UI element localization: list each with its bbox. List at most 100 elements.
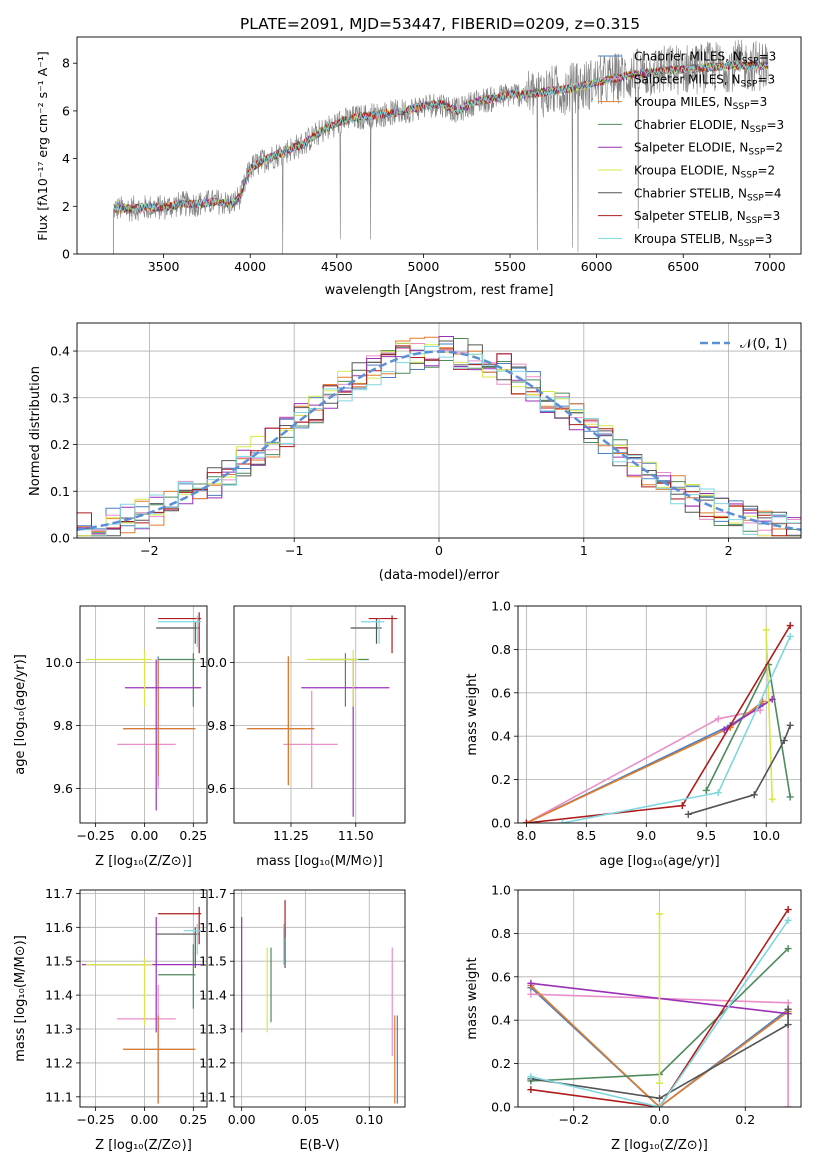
y-tick-label: 11.2: [45, 1055, 73, 1070]
x-tick-label: 6500: [667, 259, 699, 274]
weight-marker: [784, 1005, 792, 1013]
x-axis-label: wavelength [Angstrom, rest frame]: [325, 283, 554, 298]
spectrum-frame: [76, 36, 802, 255]
y-tick-label: 0.2: [491, 772, 511, 787]
x-tick-label: 0.00: [131, 1112, 159, 1127]
legend-label-sub: SSP: [747, 193, 764, 203]
y-axis-label: age [log₁₀(age/yr)]: [13, 654, 28, 775]
data-point: [368, 615, 398, 654]
weight_vs_Z-frame: [517, 889, 802, 1108]
panel-age_vs_mass: 11.25 11.50 9.6 9.8 10.0 mass [log₁₀(M/M⊙)]: [199, 605, 406, 869]
panel-mass_vs_ebv: 0.00 0.05 0.10 11.1 11.2 11.3 11.4 11.5 11.6 11.7…: [199, 886, 406, 1153]
weight-line: [526, 700, 764, 823]
panel-residuals: −2 −1 0 1 2 0.0 0.1 0.2 0.3 0.4 (data-model)/error…: [28, 322, 802, 583]
x-tick-label: 0.2: [735, 1112, 755, 1127]
data-point: [156, 621, 200, 644]
x-tick-label: 4500: [321, 259, 353, 274]
data-point: [306, 650, 359, 707]
weight-marker: [678, 802, 686, 810]
y-axis-label: mass weight: [465, 673, 480, 755]
x-tick-label: 0.25: [179, 1112, 207, 1127]
y-tick-label: 11.6: [45, 920, 73, 935]
legend-label: Kroupa MILES, NSSP=3: [634, 95, 767, 112]
figure-title: PLATE=2091, MJD=53447, FIBERID=0209, z=0…: [240, 15, 640, 33]
legend-label-tail: =3: [763, 209, 781, 223]
x-tick-label: 1: [580, 543, 588, 558]
weight_vs_age-frame: [517, 605, 802, 824]
panel-mass_vs_Z: −0.25 0.00 0.25 11.1 11.2 11.3 11.4 11.5 11.6 11.…: [13, 886, 208, 1153]
weight-marker: [527, 979, 535, 987]
plot-area-spectrum: [112, 39, 769, 254]
weight-marker: [768, 795, 776, 803]
y-axis-label: mass [log₁₀(M/M⊙)]: [13, 935, 28, 1062]
x-tick-label: 4000: [234, 259, 266, 274]
weight-marker: [784, 906, 792, 914]
grid-mass_vs_Z: [80, 890, 207, 1107]
weight-marker: [527, 1086, 535, 1094]
residuals-legend: 𝒩(0, 1): [700, 337, 787, 352]
model-fit-line: [113, 60, 769, 214]
legend-label: Salpeter MILES, NSSP=3: [634, 72, 775, 89]
x-tick-label: 0.05: [292, 1112, 320, 1127]
weight-marker: [702, 786, 710, 794]
plot-area-mass_vs_Z: [81, 906, 202, 1104]
plot-area-mass_vs_ebv: [241, 900, 398, 1104]
x-tick-label: −0.25: [76, 1112, 114, 1127]
weight-marker: [784, 945, 792, 953]
legend-label: 𝒩(0, 1): [740, 337, 787, 352]
legend-label-text: Salpeter STELIB, N: [634, 209, 746, 223]
data-point: [158, 944, 196, 1009]
y-tick-label: 0.6: [491, 969, 511, 984]
weight-marker: [762, 626, 770, 634]
y-tick-label: 4: [62, 151, 70, 166]
grid-mass_vs_ebv: [234, 890, 405, 1107]
panel-weight_vs_Z: −0.2 0.0 0.2 0.0 0.2 0.4 0.6 0.8 1.0 Z [log₁₀(Z/Z…: [465, 883, 802, 1153]
legend-label-tail: =3: [757, 72, 775, 86]
x-tick-label: 5000: [408, 259, 440, 274]
legend-label-sub: SSP: [738, 239, 755, 249]
weight-line: [530, 984, 789, 1107]
y-tick-label: 0.2: [50, 437, 70, 452]
legend-label-sub: SSP: [741, 171, 758, 181]
legend-label-tail: =2: [757, 164, 775, 178]
data-point: [183, 923, 202, 955]
data-point: [360, 618, 385, 644]
weight-marker: [786, 622, 794, 630]
weight-marker: [522, 819, 530, 823]
data-point: [122, 1015, 196, 1104]
data-point: [85, 957, 153, 1026]
weight-marker: [784, 1103, 792, 1107]
legend-label-tail: =2: [765, 141, 783, 155]
legend-label-text: Chabrier STELIB, N: [634, 186, 747, 200]
y-tick-label: 2: [62, 199, 70, 214]
x-axis-label: Z [log₁₀(Z/Z⊙)]: [95, 1138, 192, 1153]
y-tick-label: 11.7: [199, 886, 227, 901]
data-point: [156, 927, 200, 968]
y-tick-label: 0.6: [491, 685, 511, 700]
y-tick-label: 10.0: [199, 655, 227, 670]
weight-marker: [656, 1094, 663, 1102]
legend-label: Chabrier MILES, NSSP=3: [634, 50, 776, 67]
legend-label-text: Chabrier ELODIE, N: [634, 118, 750, 132]
data-point: [158, 906, 202, 945]
legend-label: Chabrier STELIB, NSSP=4: [634, 186, 782, 203]
gaussian-line: [77, 350, 801, 532]
legend-label-tail: =4: [764, 186, 782, 200]
weight-line: [530, 1009, 789, 1100]
plot-area-weight_vs_age: [522, 622, 794, 823]
age_vs_mass-frame: [233, 605, 406, 824]
x-tick-label: 5500: [494, 259, 526, 274]
x-axis-label: mass [log₁₀(M/M⊙)]: [256, 854, 383, 869]
y-tick-label: 11.5: [199, 954, 227, 969]
y-tick-label: 0.8: [491, 926, 511, 941]
weight-line: [765, 629, 773, 800]
y-tick-label: 0.1: [50, 484, 70, 499]
x-tick-label: 9.5: [696, 828, 716, 843]
y-tick-label: 0: [62, 247, 70, 262]
grid-age_vs_Z: [80, 606, 207, 823]
legend-label-text: Salpeter ELODIE, N: [634, 141, 748, 155]
residuals-frame: [76, 322, 802, 539]
data-point: [158, 612, 202, 654]
y-tick-label: 0.0: [50, 531, 70, 546]
